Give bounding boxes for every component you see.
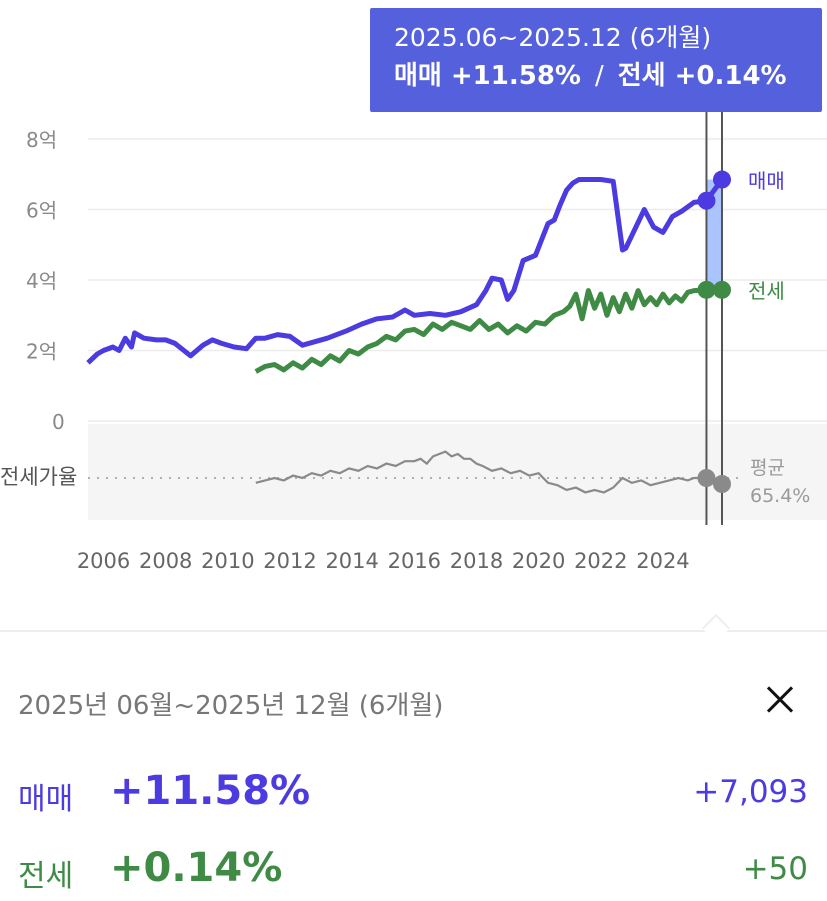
x-tick-label: 2016 [388, 549, 441, 573]
panel-title: 2025년 06월~2025년 12월 (6개월) [18, 691, 444, 721]
marker-jeonse-start [697, 280, 716, 299]
ratio-avg-label: 평균 [750, 457, 785, 479]
x-tick-label: 2018 [450, 549, 503, 573]
tooltip-values: 매매 +11.58% / 전세 +0.14% [394, 56, 822, 96]
y-tick-label: 4억 [26, 269, 57, 293]
y-tick-label: 0 [52, 410, 65, 434]
marker-ratio-end [713, 475, 731, 493]
chart-svg[interactable]: 0 2억 4억 6억 8억 2006 2008 2010 2012 2014 2016 2018 202… [0, 0, 827, 600]
panel-divider [0, 630, 827, 632]
x-tick-label: 2010 [201, 549, 254, 573]
marker-sale-end [713, 170, 731, 189]
x-tick-label: 2006 [77, 549, 130, 573]
series-ratio-line [255, 450, 723, 494]
x-tick-label: 2014 [325, 549, 378, 573]
tooltip-sale-change: 매매 +11.58% [394, 61, 581, 91]
series-jeonse-line [254, 287, 722, 374]
end-label-sale: 매매 [748, 169, 785, 193]
tooltip-period: 2025.06~2025.12 (6개월) [394, 23, 712, 52]
panel-pointer [701, 613, 731, 643]
period-tooltip: 2025.06~2025.12 (6개월) 매매 +11.58% / 전세 +0.1… [370, 8, 822, 112]
jeonse-label: 전세 [18, 859, 74, 894]
x-tick-label: 2020 [512, 549, 565, 573]
y-tick-label: 6억 [26, 199, 57, 223]
tooltip-jeonse-change: 전세 +0.14% [617, 61, 787, 91]
sale-summary-row: 매매 +11.58% +7,093 [18, 768, 808, 818]
marker-sale-start [697, 191, 716, 210]
y-tick-label: 2억 [26, 340, 57, 364]
sale-percent: +11.58% [110, 768, 311, 814]
marker-jeonse-end [713, 280, 731, 299]
end-label-jeonse: 전세 [748, 279, 785, 303]
price-chart[interactable]: 0 2억 4억 6억 8억 2006 2008 2010 2012 2014 2016 2018 202… [0, 0, 827, 600]
x-tick-label: 2012 [263, 549, 316, 573]
ratio-row-label: 전세가율 [0, 465, 77, 489]
ratio-band [88, 424, 827, 520]
marker-ratio-start [697, 469, 716, 487]
jeonse-summary-row: 전세 +0.14% +50 [18, 845, 808, 895]
series-sale-line [86, 177, 725, 365]
sale-label: 매매 [18, 782, 74, 817]
x-tick-label: 2022 [574, 549, 627, 573]
x-tick-label: 2008 [139, 549, 192, 573]
y-tick-label: 8억 [26, 128, 57, 152]
x-tick-label: 2024 [636, 549, 689, 573]
tooltip-separator: / [594, 61, 604, 91]
close-icon[interactable] [760, 680, 800, 720]
jeonse-amount: +50 [742, 851, 808, 887]
ratio-avg-value: 65.4% [750, 485, 810, 507]
jeonse-percent: +0.14% [110, 845, 283, 891]
sale-amount: +7,093 [693, 774, 808, 810]
